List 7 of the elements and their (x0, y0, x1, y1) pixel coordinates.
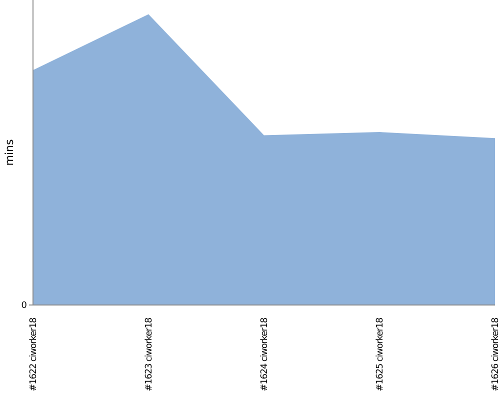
x-tick-label: #1623 ciworker18 (144, 317, 154, 392)
y-axis-title: mins (3, 139, 16, 166)
x-tick-label: #1625 ciworker18 (376, 317, 386, 392)
x-tick-label: #1622 ciworker18 (29, 317, 39, 392)
text: 0 (21, 301, 28, 312)
x-tick-label: #1626 ciworker18 (491, 317, 500, 392)
x-tick-label: #1624 ciworker18 (260, 317, 270, 392)
